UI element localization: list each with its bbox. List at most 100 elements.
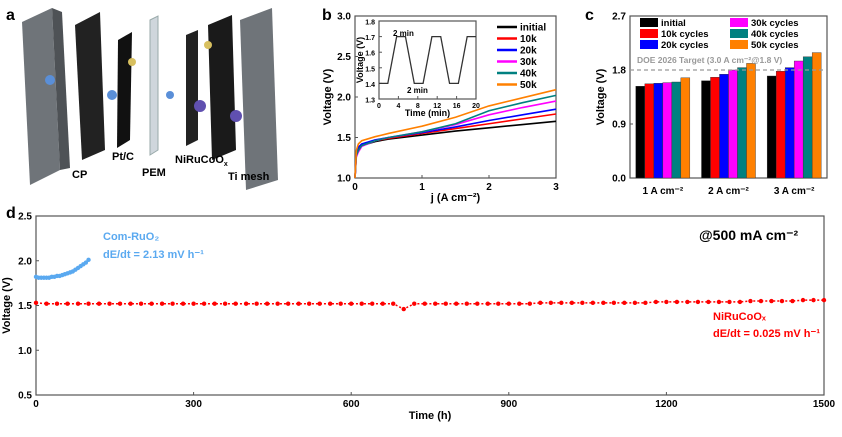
y-tick-label: 1.7: [365, 35, 375, 42]
y-tick-label: 1.5: [18, 301, 32, 312]
x-tick-label: 300: [185, 399, 202, 410]
x-tick-label: 0: [33, 399, 39, 410]
y-axis-label: Voltage (V): [355, 37, 365, 83]
legend-label: 50k cycles: [751, 40, 799, 51]
bar-30k-cycles: [662, 82, 673, 179]
panel-c-chart: 0.0 0.9 1.8 2.7 Voltage (V) 1 A cm⁻² 2 A cm⁻² 3…: [595, 12, 828, 197]
x-tick-label: 600: [343, 399, 360, 410]
y-axis-label: Voltage (V): [322, 68, 334, 125]
molecule: [166, 91, 174, 99]
electrolyzer-illustration: [22, 8, 278, 190]
molecule: [107, 90, 117, 100]
legend-label: 20k: [520, 46, 537, 57]
y-tick-label: 1.5: [337, 133, 351, 144]
x-tick-label: 900: [500, 399, 517, 410]
data-point: [506, 301, 511, 306]
y-tick-label: 1.3: [365, 98, 375, 105]
data-point: [622, 300, 627, 306]
x-category-label: 1 A cm⁻²: [642, 186, 683, 197]
y-tick-label: 1.6: [365, 51, 375, 58]
data-point: [212, 301, 217, 306]
y-tick-label: 2.5: [18, 212, 32, 223]
cp-layer: [75, 12, 105, 160]
x-tick-label: 1500: [813, 399, 836, 410]
bar-50k-cycles: [680, 77, 691, 179]
panel-label-a: a: [6, 7, 15, 24]
legend-label: 30k: [520, 57, 537, 68]
bar-10k-cycles: [775, 70, 786, 179]
label-niruco: NiRuCoOx: [175, 154, 228, 168]
data-point: [601, 300, 606, 306]
data-point: [674, 299, 680, 305]
x-axis-label: j (A cm⁻²): [430, 192, 481, 204]
bar-30k-cycles: [793, 60, 804, 179]
label-niruco-subscript: x: [224, 161, 228, 168]
data-point: [180, 301, 186, 306]
data-point: [75, 301, 81, 306]
panel-label-c: c: [585, 7, 594, 24]
x-tick-label: 0: [352, 182, 358, 193]
legend-swatch: [730, 40, 748, 49]
end-plate-left-side: [52, 8, 70, 170]
data-point: [653, 299, 659, 305]
data-point: [86, 257, 91, 263]
inset-line: [379, 35, 476, 85]
data-point: [790, 298, 795, 304]
inset-annotation: 2 min: [407, 86, 428, 95]
bar-initial: [701, 80, 711, 179]
x-tick-label: 2: [486, 182, 492, 193]
inset-annotation: 2 min: [393, 29, 414, 38]
data-point: [454, 301, 459, 306]
condition-label: @500 mA cm⁻²: [699, 227, 798, 243]
y-tick-label: 2.0: [337, 93, 351, 104]
x-axis-label: Time (min): [405, 108, 450, 118]
bar-20k-cycles: [784, 67, 795, 179]
end-plate-right: [240, 8, 278, 190]
data-point: [380, 301, 385, 306]
y-axis-label: Voltage (V): [595, 68, 607, 125]
legend-label: 40k: [520, 69, 537, 80]
bar-50k-cycles: [811, 52, 822, 179]
data-point: [233, 301, 238, 306]
data-point: [538, 300, 543, 306]
pem-membrane: [149, 15, 159, 156]
bar-30k-cycles: [728, 69, 738, 179]
x-axis-label: Time (h): [409, 410, 452, 422]
y-tick-label: 1.4: [365, 82, 375, 89]
panel-label-d: d: [6, 205, 16, 222]
data-point: [769, 298, 774, 304]
data-point: [317, 301, 322, 306]
legend-label: 50k: [520, 80, 537, 91]
series-line-50k: [354, 88, 557, 179]
legend-swatch: [640, 18, 658, 27]
legend-label: 10k: [520, 34, 537, 45]
x-tick-label: 3: [553, 182, 559, 193]
molecule: [128, 58, 136, 66]
legend-label: initial: [661, 18, 686, 29]
y-tick-label: 0.0: [612, 174, 626, 185]
series-line-20k: [354, 108, 557, 179]
x-category-label: 3 A cm⁻²: [774, 186, 815, 197]
niruco-layer: [186, 30, 198, 146]
bar-20k-cycles: [653, 82, 664, 179]
legend-swatch: [640, 29, 658, 38]
y-tick-label: 1.5: [365, 66, 375, 73]
bar-10k-cycles: [710, 76, 720, 179]
bar-20k-cycles: [719, 73, 729, 179]
bar-40k-cycles: [802, 56, 813, 179]
bar-initial: [766, 75, 777, 179]
series-line-40k: [354, 94, 557, 179]
y-tick-label: 1.8: [365, 20, 375, 27]
x-tick-label: 20: [472, 103, 480, 110]
legend-label: 10k cycles: [661, 29, 709, 40]
plot-frame: [378, 20, 477, 100]
y-tick-label: 1.0: [18, 346, 32, 357]
data-point: [485, 301, 490, 306]
x-tick-label: 12: [433, 103, 441, 110]
y-tick-label: 1.0: [337, 174, 351, 185]
data-point: [65, 301, 70, 306]
data-point: [422, 301, 427, 306]
label-cp: CP: [72, 169, 87, 181]
